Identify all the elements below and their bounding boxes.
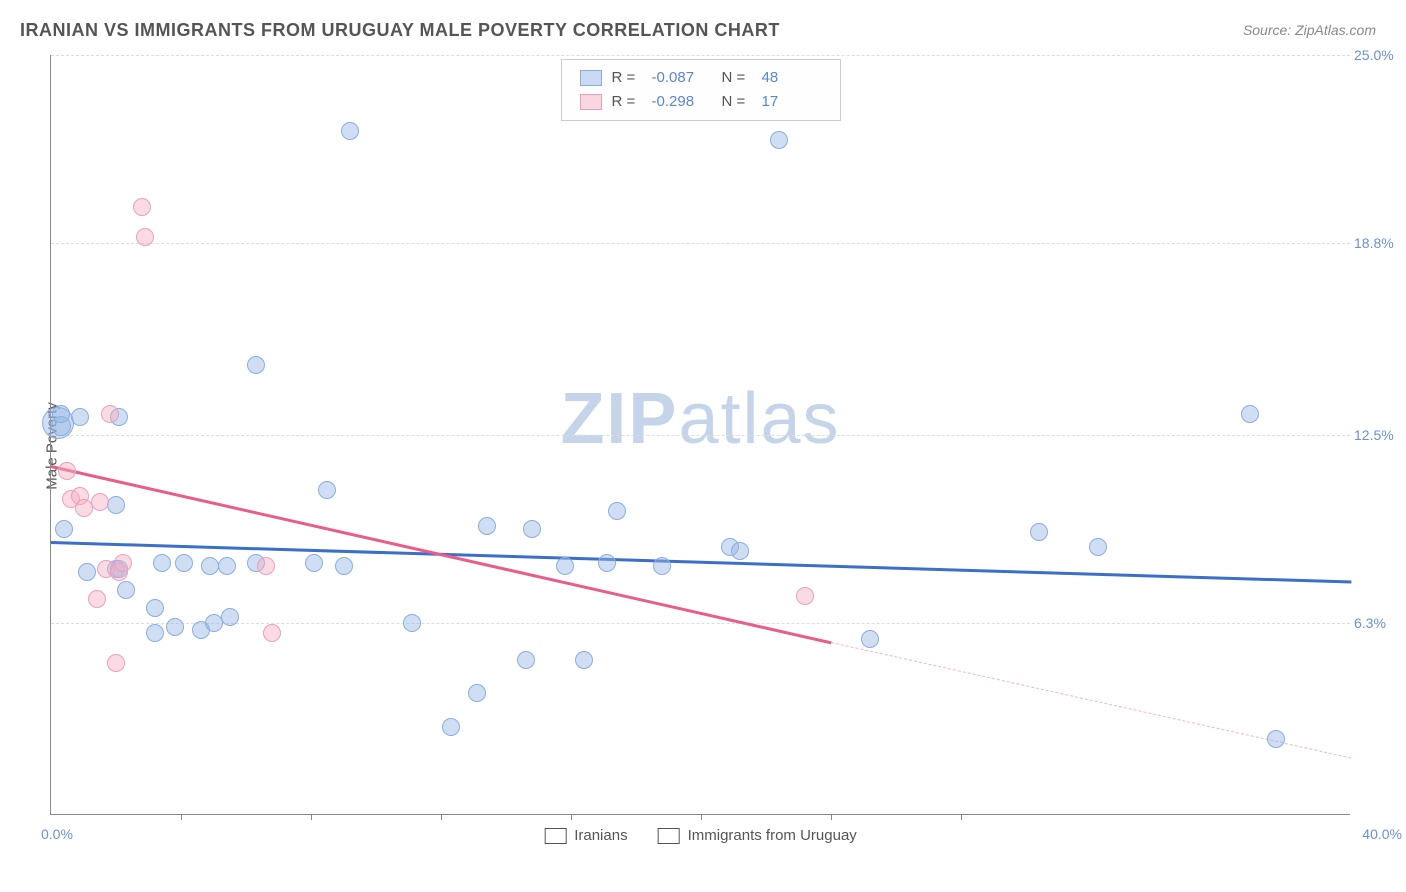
watermark-bold: ZIP xyxy=(560,379,678,459)
x-tick-mark xyxy=(181,814,182,820)
legend-item-iranians: Iranians xyxy=(544,827,627,844)
legend-r-pink: -0.298 xyxy=(652,90,712,114)
data-point xyxy=(442,718,460,736)
data-point xyxy=(770,131,788,149)
trend-line xyxy=(51,465,832,644)
x-tick-mark xyxy=(961,814,962,820)
watermark: ZIPatlas xyxy=(560,378,840,460)
data-point xyxy=(146,624,164,642)
data-point xyxy=(1089,538,1107,556)
y-tick-label: 6.3% xyxy=(1354,615,1402,631)
legend-row-blue: R = -0.087 N = 48 xyxy=(580,66,822,90)
x-tick-mark xyxy=(441,814,442,820)
x-tick-max: 40.0% xyxy=(1362,826,1402,842)
legend-n-label: N = xyxy=(722,90,752,114)
legend-row-pink: R = -0.298 N = 17 xyxy=(580,90,822,114)
data-point xyxy=(861,630,879,648)
x-tick-mark xyxy=(701,814,702,820)
data-point xyxy=(468,684,486,702)
data-point xyxy=(166,618,184,636)
swatch-pink xyxy=(658,828,680,844)
data-point xyxy=(335,557,353,575)
x-tick-mark xyxy=(311,814,312,820)
data-point xyxy=(78,563,96,581)
swatch-blue xyxy=(580,70,602,86)
data-point xyxy=(796,587,814,605)
data-point xyxy=(153,554,171,572)
data-point xyxy=(218,557,236,575)
chart-title: IRANIAN VS IMMIGRANTS FROM URUGUAY MALE … xyxy=(20,20,780,41)
data-point xyxy=(146,599,164,617)
data-point xyxy=(114,554,132,572)
data-point xyxy=(107,496,125,514)
data-point xyxy=(575,651,593,669)
x-tick-mark xyxy=(831,814,832,820)
y-tick-label: 18.8% xyxy=(1354,235,1402,251)
legend-label: Immigrants from Uruguay xyxy=(688,827,857,844)
gridline xyxy=(51,55,1350,56)
gridline xyxy=(51,435,1350,436)
data-point xyxy=(608,502,626,520)
data-point xyxy=(247,356,265,374)
correlation-legend: R = -0.087 N = 48 R = -0.298 N = 17 xyxy=(561,59,841,121)
data-point xyxy=(403,614,421,632)
data-point xyxy=(263,624,281,642)
data-point xyxy=(91,493,109,511)
legend-n-blue: 48 xyxy=(762,66,822,90)
data-point xyxy=(117,581,135,599)
data-point xyxy=(556,557,574,575)
legend-n-label: N = xyxy=(722,66,752,90)
legend-r-label: R = xyxy=(612,90,642,114)
data-point xyxy=(221,608,239,626)
data-point xyxy=(731,542,749,560)
data-point xyxy=(523,520,541,538)
data-point xyxy=(101,405,119,423)
data-point xyxy=(55,520,73,538)
data-point xyxy=(341,122,359,140)
source-prefix: Source: xyxy=(1243,22,1295,38)
data-point xyxy=(653,557,671,575)
plot-area: ZIPatlas R = -0.087 N = 48 R = -0.298 N … xyxy=(50,55,1350,815)
series-legend: Iranians Immigrants from Uruguay xyxy=(544,827,857,844)
x-tick-mark xyxy=(571,814,572,820)
data-point xyxy=(318,481,336,499)
data-point xyxy=(305,554,323,572)
data-point xyxy=(598,554,616,572)
data-point xyxy=(175,554,193,572)
source-attribution: Source: ZipAtlas.com xyxy=(1243,22,1376,38)
watermark-light: atlas xyxy=(678,379,840,459)
data-point xyxy=(478,517,496,535)
data-point xyxy=(133,198,151,216)
source-link[interactable]: ZipAtlas.com xyxy=(1295,22,1376,38)
data-point xyxy=(1241,405,1259,423)
swatch-pink xyxy=(580,94,602,110)
legend-item-uruguay: Immigrants from Uruguay xyxy=(658,827,857,844)
data-point xyxy=(71,408,89,426)
data-point xyxy=(52,405,70,423)
y-tick-label: 25.0% xyxy=(1354,47,1402,63)
data-point xyxy=(136,228,154,246)
data-point xyxy=(517,651,535,669)
data-point xyxy=(1267,730,1285,748)
swatch-blue xyxy=(544,828,566,844)
data-point xyxy=(88,590,106,608)
data-point xyxy=(107,654,125,672)
legend-label: Iranians xyxy=(574,827,627,844)
data-point xyxy=(1030,523,1048,541)
gridline xyxy=(51,243,1350,244)
legend-r-label: R = xyxy=(612,66,642,90)
y-tick-label: 12.5% xyxy=(1354,427,1402,443)
data-point xyxy=(257,557,275,575)
gridline xyxy=(51,623,1350,624)
data-point xyxy=(58,462,76,480)
legend-n-pink: 17 xyxy=(762,90,822,114)
x-tick-min: 0.0% xyxy=(41,826,73,842)
legend-r-blue: -0.087 xyxy=(652,66,712,90)
